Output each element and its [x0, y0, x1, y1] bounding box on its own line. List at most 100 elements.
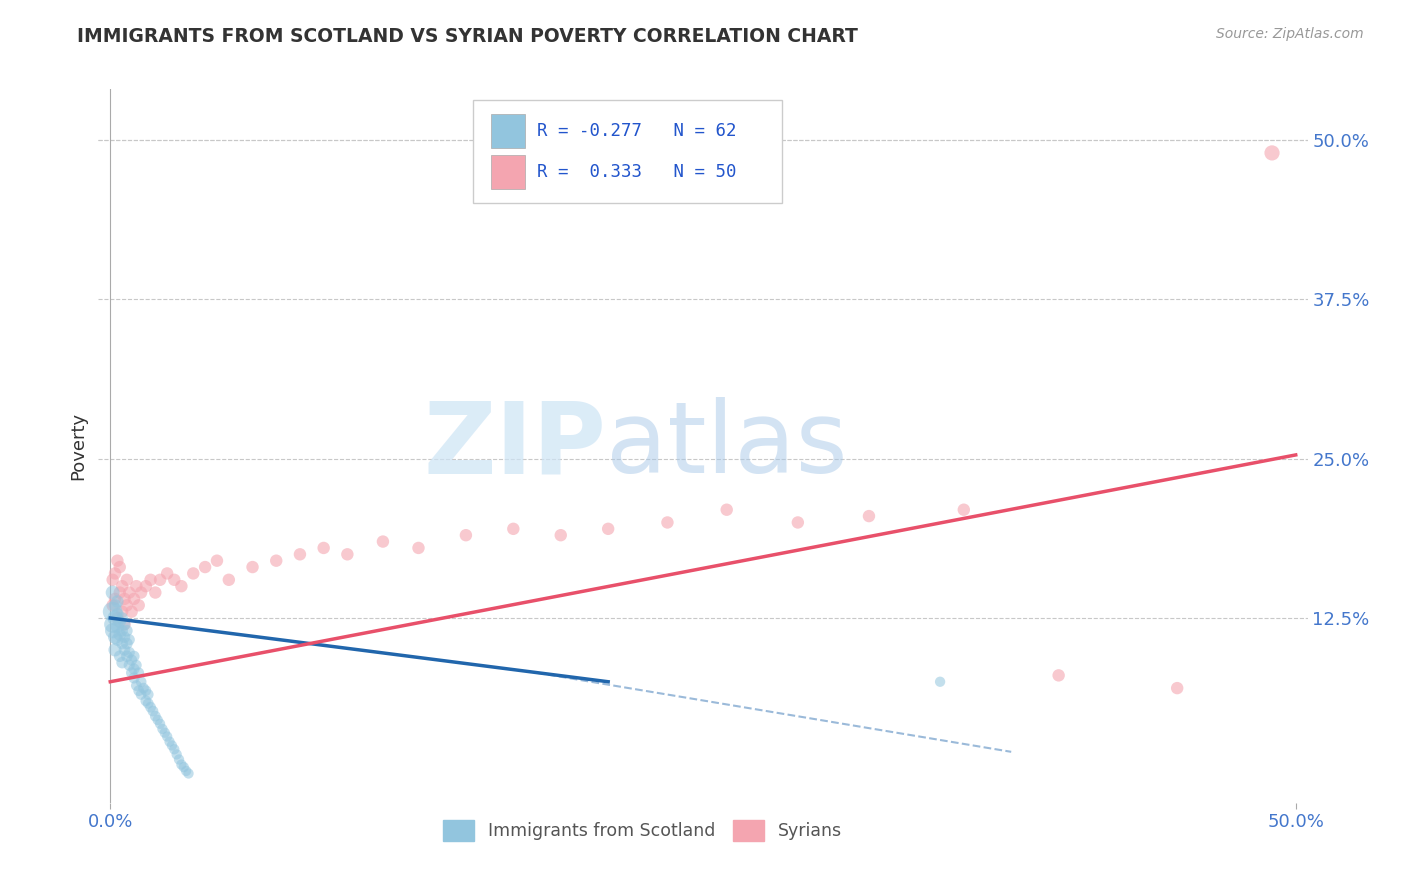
Point	[114, 617, 136, 632]
Point	[101, 573, 124, 587]
Point	[125, 579, 148, 593]
Point	[786, 516, 808, 530]
Point	[105, 594, 128, 608]
Point	[108, 585, 131, 599]
Point	[170, 757, 193, 772]
Point	[115, 649, 138, 664]
Point	[121, 665, 143, 680]
Point	[104, 591, 127, 606]
Point	[125, 679, 148, 693]
Point	[115, 599, 138, 613]
Text: ZIP: ZIP	[423, 398, 606, 494]
Point	[336, 547, 359, 561]
Point	[104, 643, 127, 657]
Point	[104, 611, 127, 625]
Point	[105, 620, 128, 634]
Point	[128, 599, 150, 613]
FancyBboxPatch shape	[474, 100, 782, 203]
Point	[181, 566, 204, 581]
Point	[135, 683, 157, 698]
Point	[128, 683, 150, 698]
Point	[1261, 145, 1284, 160]
Text: atlas: atlas	[606, 398, 848, 494]
Point	[105, 607, 128, 622]
Point	[101, 605, 124, 619]
Bar	[492, 155, 526, 189]
Point	[371, 534, 394, 549]
Point	[104, 630, 127, 644]
Point	[125, 658, 148, 673]
Bar	[492, 114, 526, 148]
Point	[135, 579, 157, 593]
Point	[242, 560, 264, 574]
Point	[122, 591, 145, 606]
Point	[952, 502, 974, 516]
Point	[115, 573, 138, 587]
Point	[129, 674, 152, 689]
Point	[152, 722, 174, 736]
Point	[1166, 681, 1188, 695]
Point	[111, 656, 134, 670]
Point	[114, 617, 136, 632]
Point	[129, 585, 152, 599]
Point	[114, 591, 136, 606]
Point	[598, 522, 620, 536]
Point	[114, 643, 136, 657]
Point	[288, 547, 311, 561]
Point	[167, 752, 190, 766]
Point	[173, 760, 195, 774]
Point	[205, 554, 228, 568]
Point	[166, 747, 188, 762]
Point	[716, 502, 738, 516]
Legend: Immigrants from Scotland, Syrians: Immigrants from Scotland, Syrians	[436, 813, 849, 847]
Point	[160, 739, 183, 753]
Point	[143, 585, 166, 599]
Point	[174, 764, 197, 778]
Point	[135, 694, 157, 708]
Point	[105, 554, 128, 568]
Point	[121, 605, 143, 619]
Point	[132, 681, 155, 695]
Point	[108, 560, 131, 574]
Point	[111, 611, 134, 625]
Point	[129, 688, 152, 702]
Point	[101, 599, 124, 613]
Point	[163, 742, 186, 756]
Y-axis label: Poverty: Poverty	[69, 412, 87, 480]
Point	[136, 697, 159, 711]
Point	[101, 617, 124, 632]
Point	[108, 649, 131, 664]
Point	[105, 632, 128, 647]
Point	[111, 624, 134, 638]
Point	[105, 611, 128, 625]
Point	[156, 730, 179, 744]
Point	[142, 704, 165, 718]
Point	[146, 713, 169, 727]
Point	[111, 636, 134, 650]
Point	[115, 624, 138, 638]
Point	[111, 605, 134, 619]
Point	[118, 585, 141, 599]
Point	[170, 579, 193, 593]
Point	[218, 573, 240, 587]
Text: R =  0.333   N = 50: R = 0.333 N = 50	[537, 163, 737, 181]
Point	[111, 579, 134, 593]
Point	[264, 554, 287, 568]
Point	[408, 541, 430, 555]
Point	[136, 688, 159, 702]
Point	[502, 522, 524, 536]
Point	[194, 560, 217, 574]
Point	[104, 599, 127, 613]
Point	[153, 725, 176, 739]
Point	[139, 573, 162, 587]
Point	[156, 566, 179, 581]
Point	[143, 709, 166, 723]
Text: IMMIGRANTS FROM SCOTLAND VS SYRIAN POVERTY CORRELATION CHART: IMMIGRANTS FROM SCOTLAND VS SYRIAN POVER…	[77, 27, 858, 45]
Point	[163, 573, 186, 587]
Point	[1047, 668, 1070, 682]
Point	[118, 645, 141, 659]
Point	[118, 632, 141, 647]
Point	[108, 627, 131, 641]
Point	[101, 624, 124, 638]
Point	[454, 528, 477, 542]
